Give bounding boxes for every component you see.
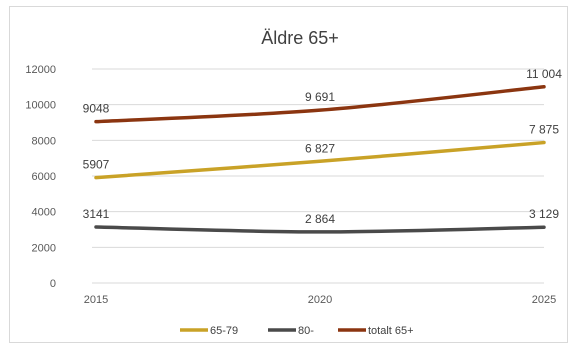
- data-label: 5907: [83, 158, 110, 172]
- series-line-1: [94, 140, 546, 180]
- x-axis-ticks: 2015 2020 2025: [84, 294, 556, 306]
- series-line-3: [94, 85, 546, 124]
- y-tick-label: 10000: [25, 100, 56, 112]
- legend-label: 80-: [298, 325, 314, 337]
- x-tick-label: 2025: [532, 294, 556, 306]
- data-label: 3141: [83, 207, 110, 221]
- data-label: 3 129: [529, 207, 559, 221]
- y-tick-label: 8000: [32, 135, 56, 147]
- y-axis-ticks: 0 2000 4000 6000 8000 10000 12000: [25, 64, 56, 290]
- gridlines: [92, 68, 544, 284]
- data-label: 9 691: [305, 90, 335, 104]
- data-label: 7 875: [529, 123, 559, 137]
- y-tick-label: 12000: [25, 64, 56, 76]
- chart-frame: [9, 6, 568, 343]
- y-tick-label: 2000: [32, 242, 56, 254]
- y-tick-label: 0: [50, 278, 56, 290]
- x-tick-label: 2015: [84, 294, 108, 306]
- chart-title: Äldre 65+: [261, 28, 339, 48]
- data-label: 6 827: [305, 141, 335, 155]
- data-label: 11 004: [526, 67, 562, 81]
- series-line-2: [94, 225, 546, 234]
- y-tick-label: 6000: [32, 171, 56, 183]
- legend-label: 65-79: [210, 325, 238, 337]
- data-labels: 5907 6 827 7 875 3141 2 864 3 129 9048 9 691 11 …: [83, 67, 563, 226]
- data-label: 2 864: [305, 212, 335, 226]
- x-tick-label: 2020: [308, 294, 332, 306]
- legend-label: totalt 65+: [368, 325, 414, 337]
- series-lines: [94, 85, 546, 234]
- data-label: 9048: [83, 102, 110, 116]
- legend: 65-79 80- totalt 65+: [180, 325, 414, 337]
- y-tick-label: 4000: [32, 207, 56, 219]
